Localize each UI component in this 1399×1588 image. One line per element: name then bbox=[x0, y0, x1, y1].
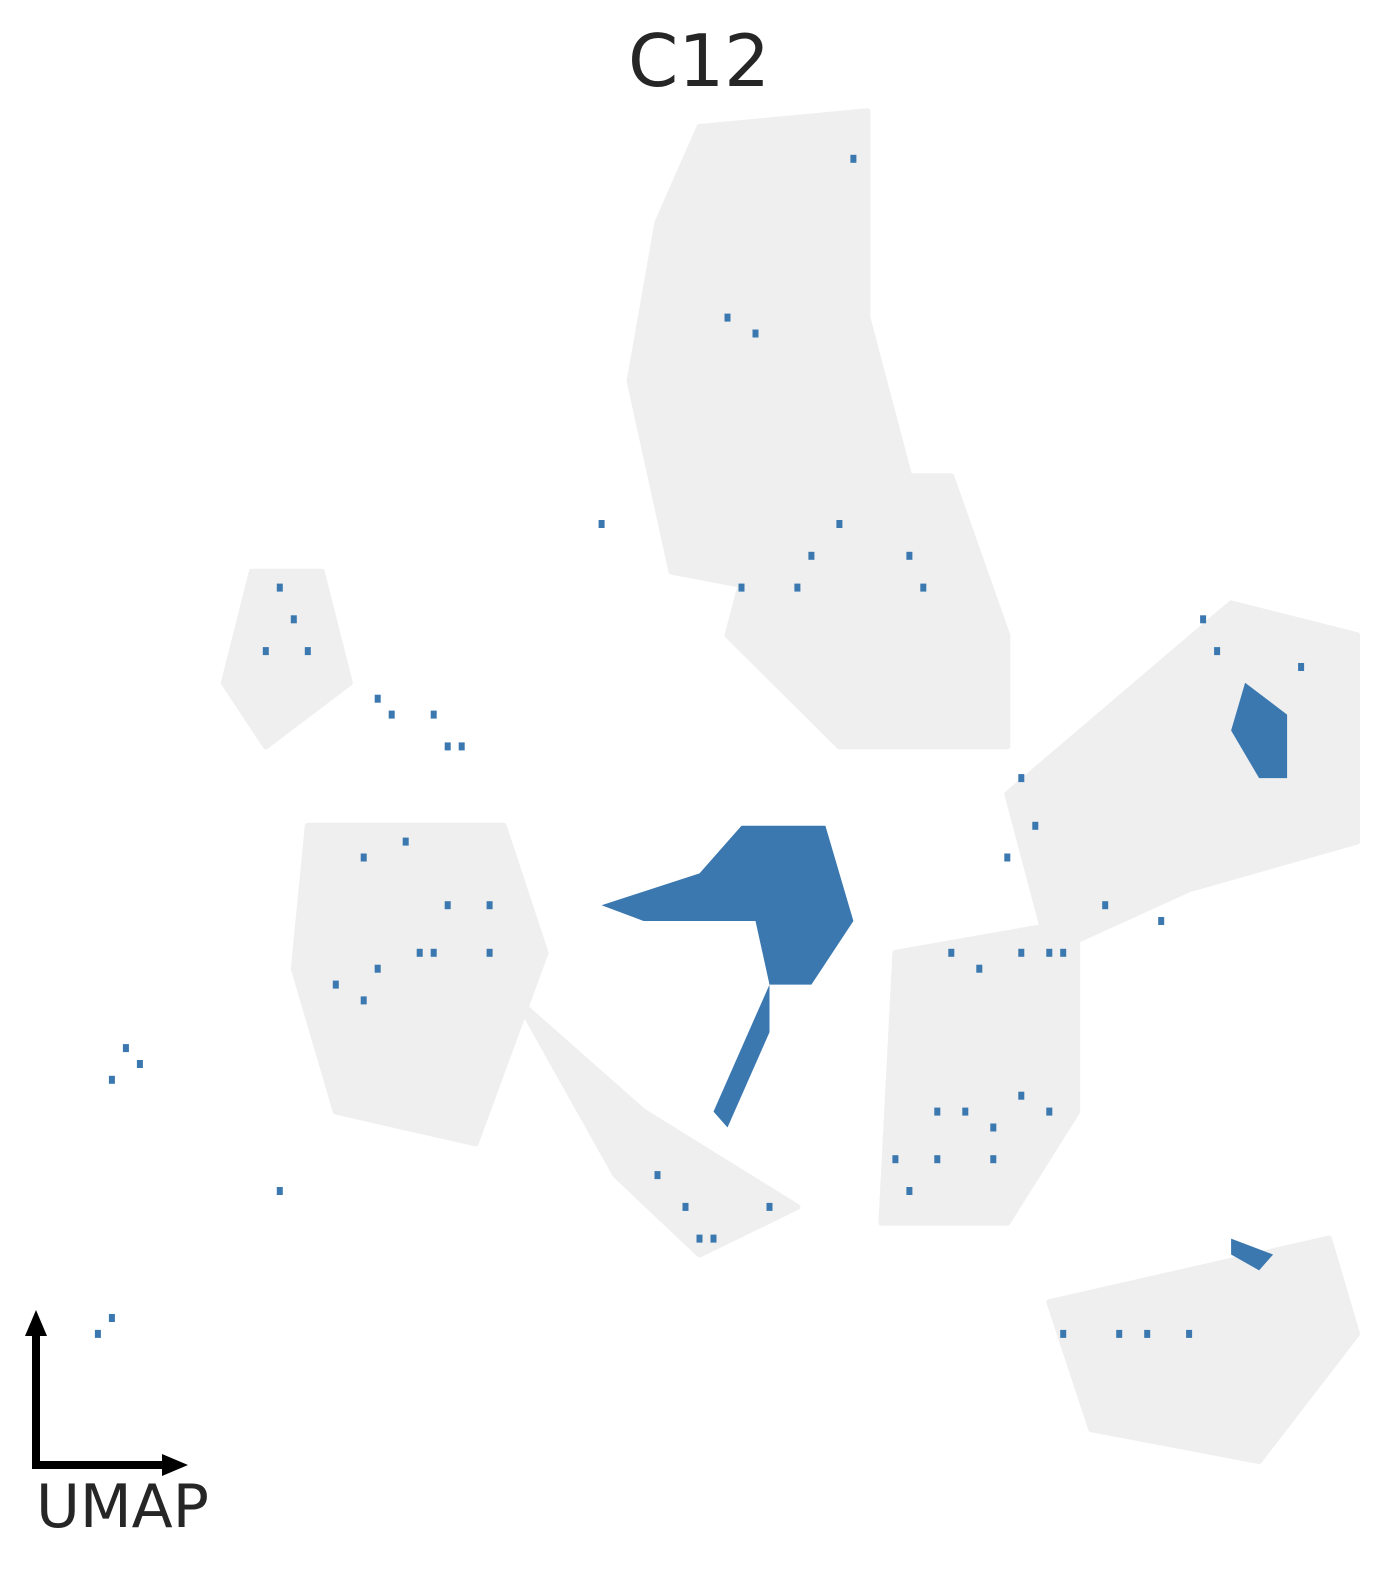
highlighted-cell-point bbox=[122, 1044, 129, 1053]
highlighted-cell-point bbox=[990, 1155, 997, 1164]
highlighted-cell-point bbox=[906, 551, 913, 560]
highlighted-cell-point bbox=[108, 1314, 115, 1322]
highlighted-cell-point bbox=[962, 1107, 969, 1116]
highlighted-cell-point bbox=[1018, 774, 1025, 783]
highlighted-cell-point bbox=[1018, 948, 1025, 957]
highlighted-cell-point bbox=[94, 1329, 101, 1338]
umap-axis-label: UMAP bbox=[36, 1472, 209, 1542]
background-region-lower-right bbox=[878, 918, 1081, 1226]
highlighted-cell-point bbox=[990, 1123, 997, 1132]
highlighted-cell-point bbox=[360, 853, 367, 862]
highlighted-cell-point bbox=[290, 615, 297, 624]
highlighted-cell-point bbox=[1060, 948, 1067, 957]
highlighted-cell-point bbox=[794, 583, 801, 592]
umap-x-arrowhead bbox=[162, 1454, 188, 1476]
highlighted-cell-point bbox=[1018, 1091, 1025, 1100]
highlighted-cell-point bbox=[374, 964, 381, 973]
highlighted-cell-point bbox=[1298, 663, 1305, 671]
highlighted-region-central-blob bbox=[601, 825, 854, 985]
background-region-upper-right-band bbox=[724, 473, 1011, 750]
highlighted-cell-point bbox=[1102, 901, 1109, 910]
highlighted-cell-point bbox=[1186, 1329, 1193, 1338]
highlighted-cell-point bbox=[934, 1107, 941, 1116]
highlighted-cell-point bbox=[1200, 615, 1207, 624]
highlighted-cell-point bbox=[458, 742, 465, 751]
highlighted-cell-point bbox=[1214, 647, 1221, 656]
background-region-bottom-right bbox=[1046, 1235, 1360, 1464]
highlighted-cell-point bbox=[1032, 821, 1039, 830]
background-cells bbox=[220, 108, 1360, 1464]
highlighted-cell-point bbox=[696, 1234, 703, 1243]
highlighted-cell-point bbox=[430, 710, 437, 719]
background-region-right-arm bbox=[1004, 600, 1360, 956]
highlighted-cell-point bbox=[948, 948, 955, 957]
highlighted-cell-point bbox=[444, 742, 451, 751]
background-region-left-upper-cluster bbox=[220, 568, 353, 750]
highlighted-cell-point bbox=[1046, 1107, 1053, 1116]
highlighted-region-bottom-right-dense bbox=[1231, 1238, 1274, 1271]
highlighted-cell-point bbox=[136, 1060, 143, 1068]
highlighted-cell-point bbox=[906, 1187, 913, 1195]
highlighted-cell-point bbox=[402, 837, 409, 846]
highlighted-cell-point bbox=[752, 329, 759, 338]
highlighted-cell-point bbox=[1116, 1329, 1123, 1338]
highlighted-cell-point bbox=[276, 1187, 283, 1195]
highlighted-region-right-cluster-dense bbox=[1231, 682, 1288, 779]
highlighted-cell-point bbox=[416, 948, 423, 957]
highlighted-cell-point bbox=[486, 948, 493, 957]
highlighted-cells bbox=[94, 154, 1305, 1338]
highlighted-cell-point bbox=[276, 583, 283, 592]
plot-title: C12 bbox=[628, 19, 770, 103]
highlighted-cell-point bbox=[808, 551, 815, 560]
highlighted-cell-point bbox=[1060, 1329, 1067, 1338]
highlighted-cell-point bbox=[598, 520, 605, 528]
highlighted-cell-point bbox=[766, 1202, 773, 1211]
highlighted-region-tail bbox=[713, 984, 770, 1128]
highlighted-cell-point bbox=[1046, 948, 1053, 957]
highlighted-cell-point bbox=[682, 1202, 689, 1211]
highlighted-cell-point bbox=[724, 313, 731, 322]
highlighted-cell-point bbox=[850, 154, 857, 163]
highlighted-cell-point bbox=[836, 520, 843, 528]
umap-axes-indicator: UMAP bbox=[25, 1310, 209, 1542]
highlighted-cell-point bbox=[710, 1234, 717, 1243]
highlighted-cell-point bbox=[360, 996, 367, 1005]
highlighted-cell-point bbox=[738, 583, 745, 592]
highlighted-cell-point bbox=[262, 647, 269, 656]
highlighted-cell-point bbox=[374, 694, 381, 703]
highlighted-cell-point bbox=[1004, 853, 1011, 862]
highlighted-cell-point bbox=[108, 1075, 115, 1084]
background-region-lower-middle bbox=[514, 997, 801, 1258]
highlighted-cell-point bbox=[1158, 917, 1165, 925]
highlighted-cell-point bbox=[304, 647, 311, 656]
highlighted-cell-point bbox=[430, 948, 437, 957]
highlighted-cell-point bbox=[654, 1171, 661, 1180]
highlighted-cell-point bbox=[976, 964, 983, 973]
highlighted-cell-point bbox=[920, 583, 927, 592]
highlighted-cell-point bbox=[444, 901, 451, 910]
umap-y-arrowhead bbox=[25, 1310, 47, 1336]
highlighted-cell-point bbox=[388, 710, 395, 719]
highlighted-cell-point bbox=[934, 1155, 941, 1164]
highlighted-cell-point bbox=[486, 901, 493, 910]
highlighted-cell-point bbox=[892, 1155, 899, 1164]
background-region-left-main-cluster bbox=[290, 822, 549, 1147]
highlighted-cell-point bbox=[332, 980, 339, 989]
highlighted-cell-point bbox=[1144, 1329, 1151, 1338]
